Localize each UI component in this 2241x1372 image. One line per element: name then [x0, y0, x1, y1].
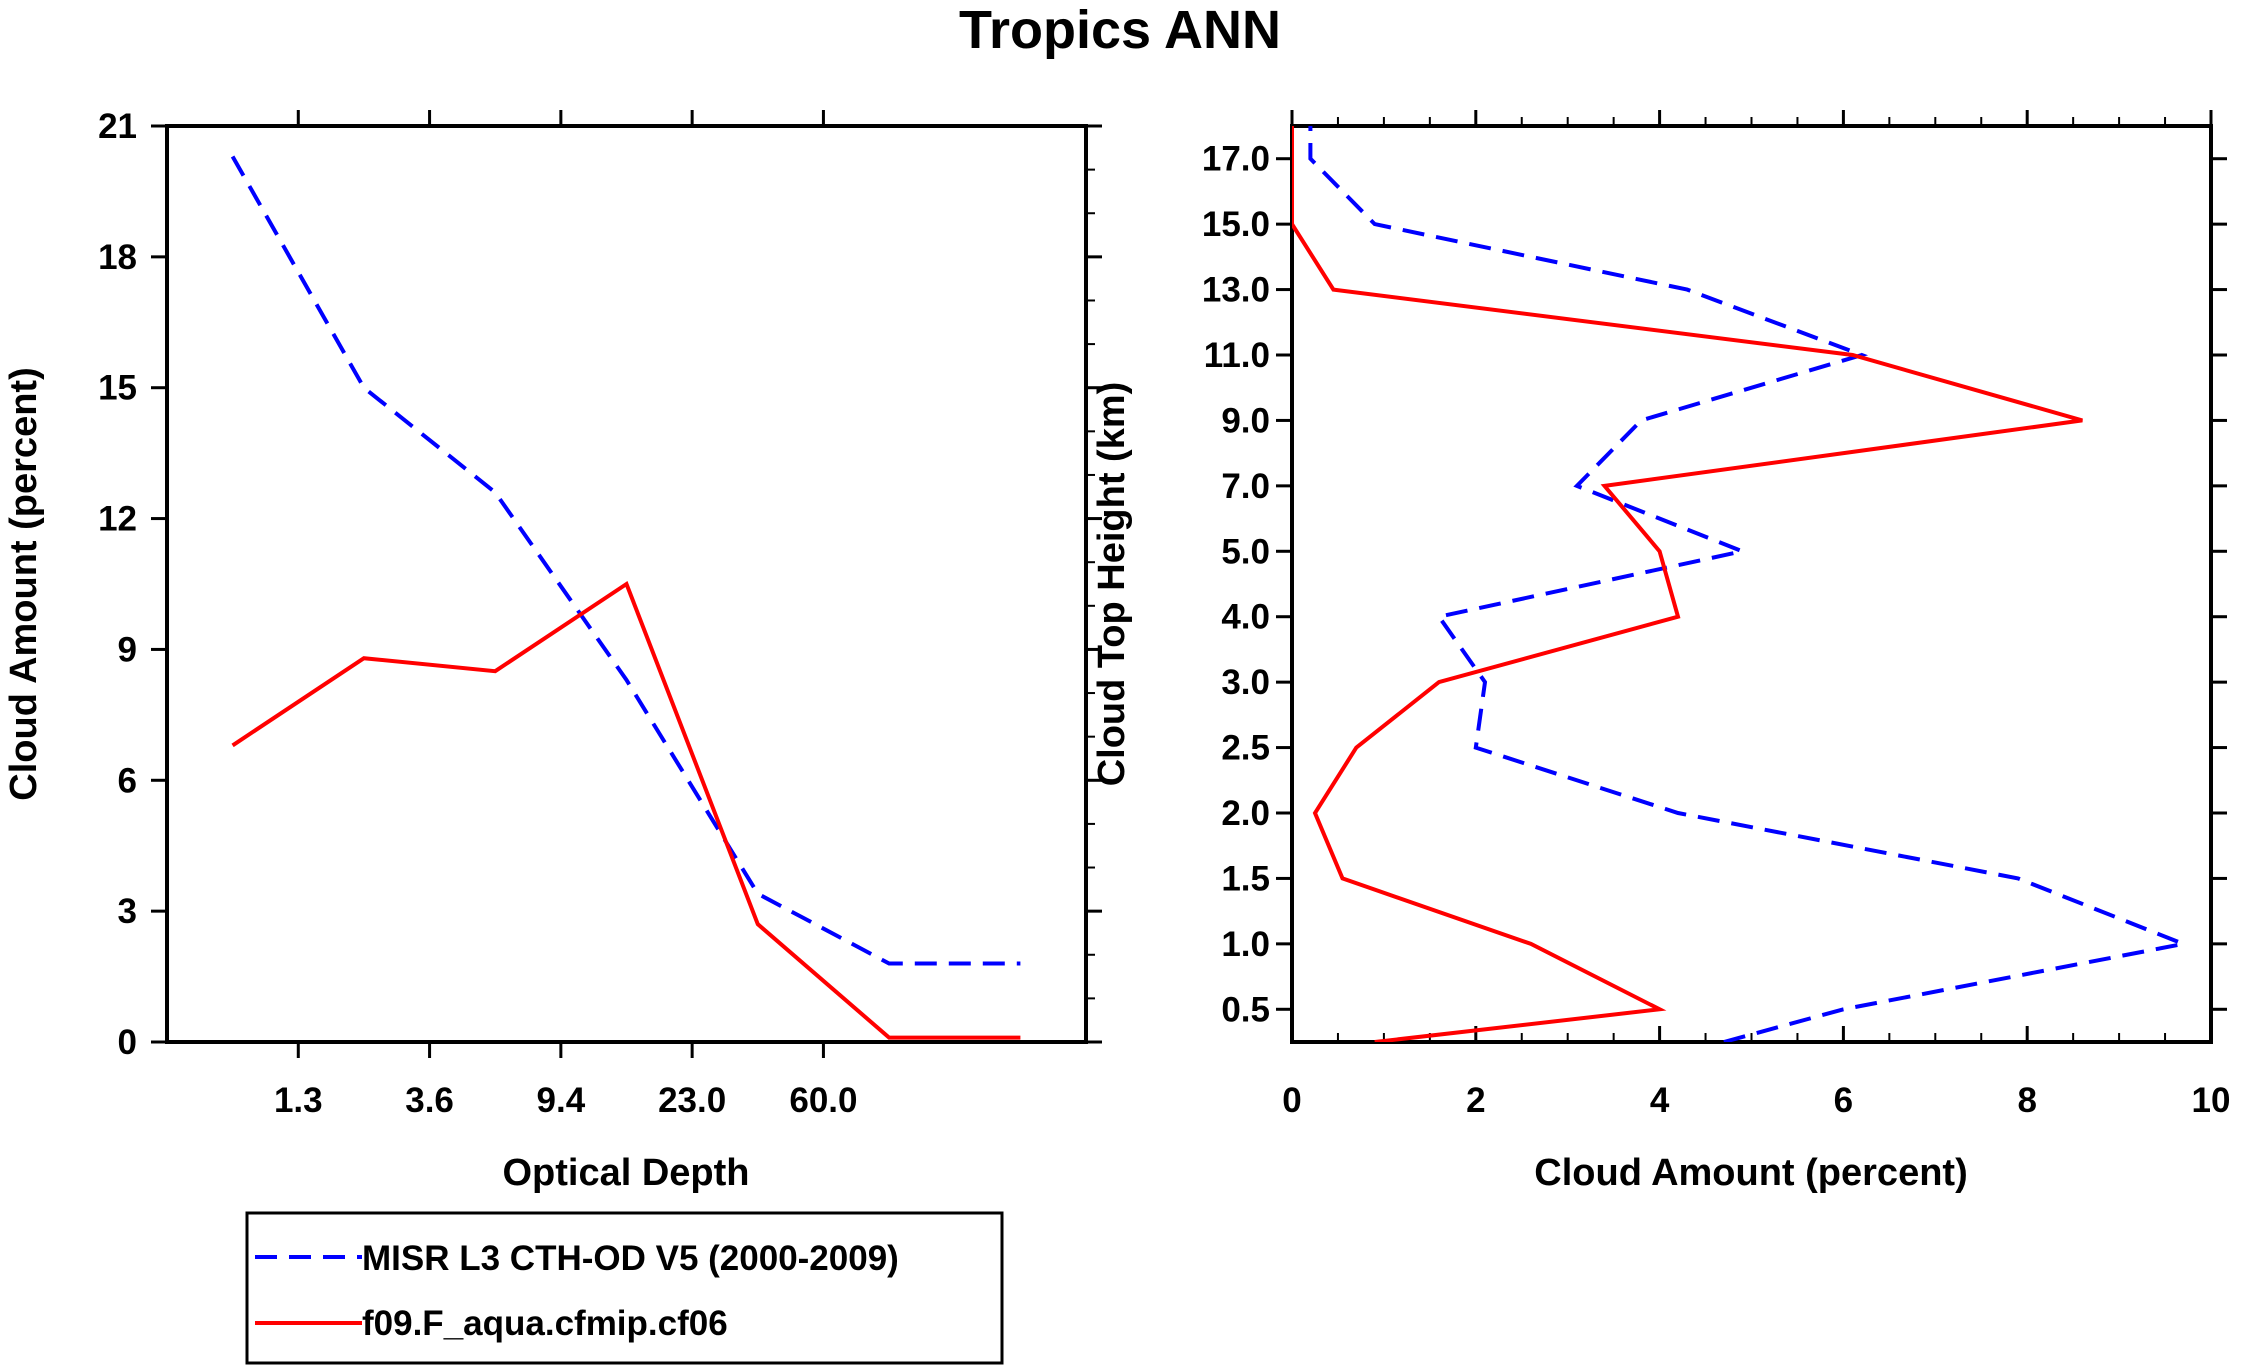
right-y-tick-label: 9.0 — [1221, 401, 1270, 440]
right-y-tick-label: 1.5 — [1221, 859, 1270, 898]
right-x-tick-label: 4 — [1650, 1081, 1670, 1120]
optical-depth-chart: 0 3 6 9 12 15 18 21 1.3 3.6 9.4 23.0 60.0 Optical De… — [3, 107, 1102, 1194]
right-y-tick-label: 13.0 — [1202, 271, 1270, 310]
left-y-tick-label: 9 — [118, 630, 137, 669]
right-series-lines — [1292, 126, 2191, 1042]
right-x-tick-label: 0 — [1282, 1081, 1301, 1120]
right-y-tick-label: 5.0 — [1221, 532, 1270, 571]
left-y-axis-label: Cloud Amount (percent) — [3, 367, 45, 800]
right-plot-frame — [1290, 124, 2213, 1044]
left-y-tick-label: 0 — [118, 1023, 137, 1062]
right-y-tick-label: 2.5 — [1221, 729, 1270, 768]
left-y-tick-label: 21 — [98, 107, 137, 146]
right-x-tick-label: 6 — [1834, 1081, 1853, 1120]
legend-label-misr: MISR L3 CTH-OD V5 (2000-2009) — [362, 1239, 899, 1278]
left-x-tick-label: 60.0 — [789, 1081, 857, 1120]
left-plot-frame — [165, 124, 1088, 1044]
right-y-tick-label: 11.0 — [1204, 336, 1270, 375]
left-x-tick-label: 9.4 — [537, 1081, 586, 1120]
legend-box — [245, 1211, 1004, 1365]
legend-label-model: f09.F_aqua.cfmip.cf06 — [362, 1304, 728, 1343]
left-x-tick-label: 3.6 — [405, 1081, 454, 1120]
right-y-tick-label: 17.0 — [1202, 140, 1270, 179]
right-x-tick-label: 2 — [1466, 1081, 1485, 1120]
legend: MISR L3 CTH-OD V5 (2000-2009) f09.F_aqua… — [245, 1211, 1004, 1365]
right-y-axis-label: Cloud Top Height (km) — [1091, 382, 1133, 787]
left-y-tick-label: 3 — [118, 892, 137, 931]
left-x-axis-label: Optical Depth — [502, 1152, 749, 1194]
right-y-tick-label: 2.0 — [1221, 794, 1270, 833]
right-y-tick-label: 4.0 — [1221, 598, 1270, 637]
right-ticks: 0.5 1.0 1.5 2.0 2.5 3.0 4.0 5.0 7.0 9.0 11.0 13.0 15… — [1202, 110, 2231, 1120]
cloud-top-height-chart: 0.5 1.0 1.5 2.0 2.5 3.0 4.0 5.0 7.0 9.0 11.0 13.0 15… — [1091, 110, 2231, 1194]
left-y-tick-label: 18 — [98, 238, 137, 277]
left-y-tick-label: 6 — [118, 761, 137, 800]
right-x-tick-label: 10 — [2192, 1081, 2231, 1120]
left-series-lines — [230, 155, 1021, 1040]
right-line-model — [1292, 126, 2083, 1042]
right-x-axis-label: Cloud Amount (percent) — [1534, 1152, 1967, 1194]
left-line-model — [231, 580, 1021, 1040]
right-y-tick-label: 3.0 — [1221, 663, 1270, 702]
left-y-tick-label: 15 — [98, 369, 137, 408]
right-line-misr — [1308, 126, 2191, 1042]
right-x-tick-label: 8 — [2017, 1081, 2036, 1120]
left-line-misr — [230, 155, 1021, 966]
right-y-tick-label: 7.0 — [1221, 467, 1270, 506]
right-y-tick-label: 1.0 — [1221, 925, 1270, 964]
left-y-tick-label: 12 — [98, 500, 137, 539]
left-x-tick-label: 1.3 — [274, 1081, 323, 1120]
left-ticks: 0 3 6 9 12 15 18 21 1.3 3.6 9.4 23.0 60.0 — [98, 107, 1102, 1120]
left-x-tick-label: 23.0 — [658, 1081, 726, 1120]
right-y-tick-label: 0.5 — [1221, 990, 1270, 1029]
figure-title: Tropics ANN — [959, 0, 1281, 60]
right-y-tick-label: 15.0 — [1202, 205, 1270, 244]
